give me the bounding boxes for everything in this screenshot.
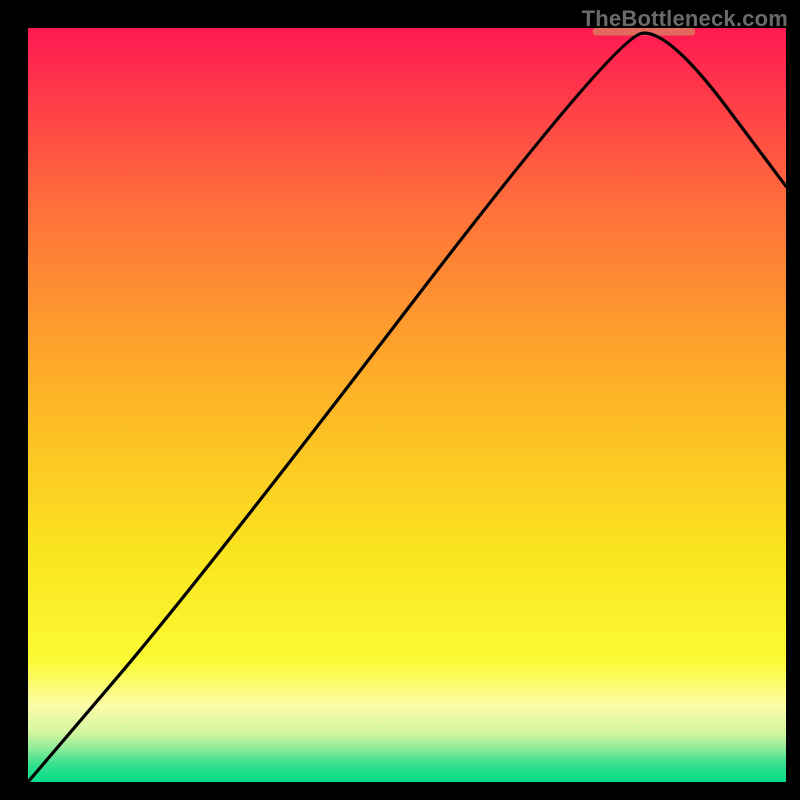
watermark-text: TheBottleneck.com (582, 6, 788, 32)
bottleneck-chart (0, 0, 800, 800)
chart-container: { "canvas": { "width": 800, "height": 80… (0, 0, 800, 800)
gradient-background (28, 28, 786, 782)
